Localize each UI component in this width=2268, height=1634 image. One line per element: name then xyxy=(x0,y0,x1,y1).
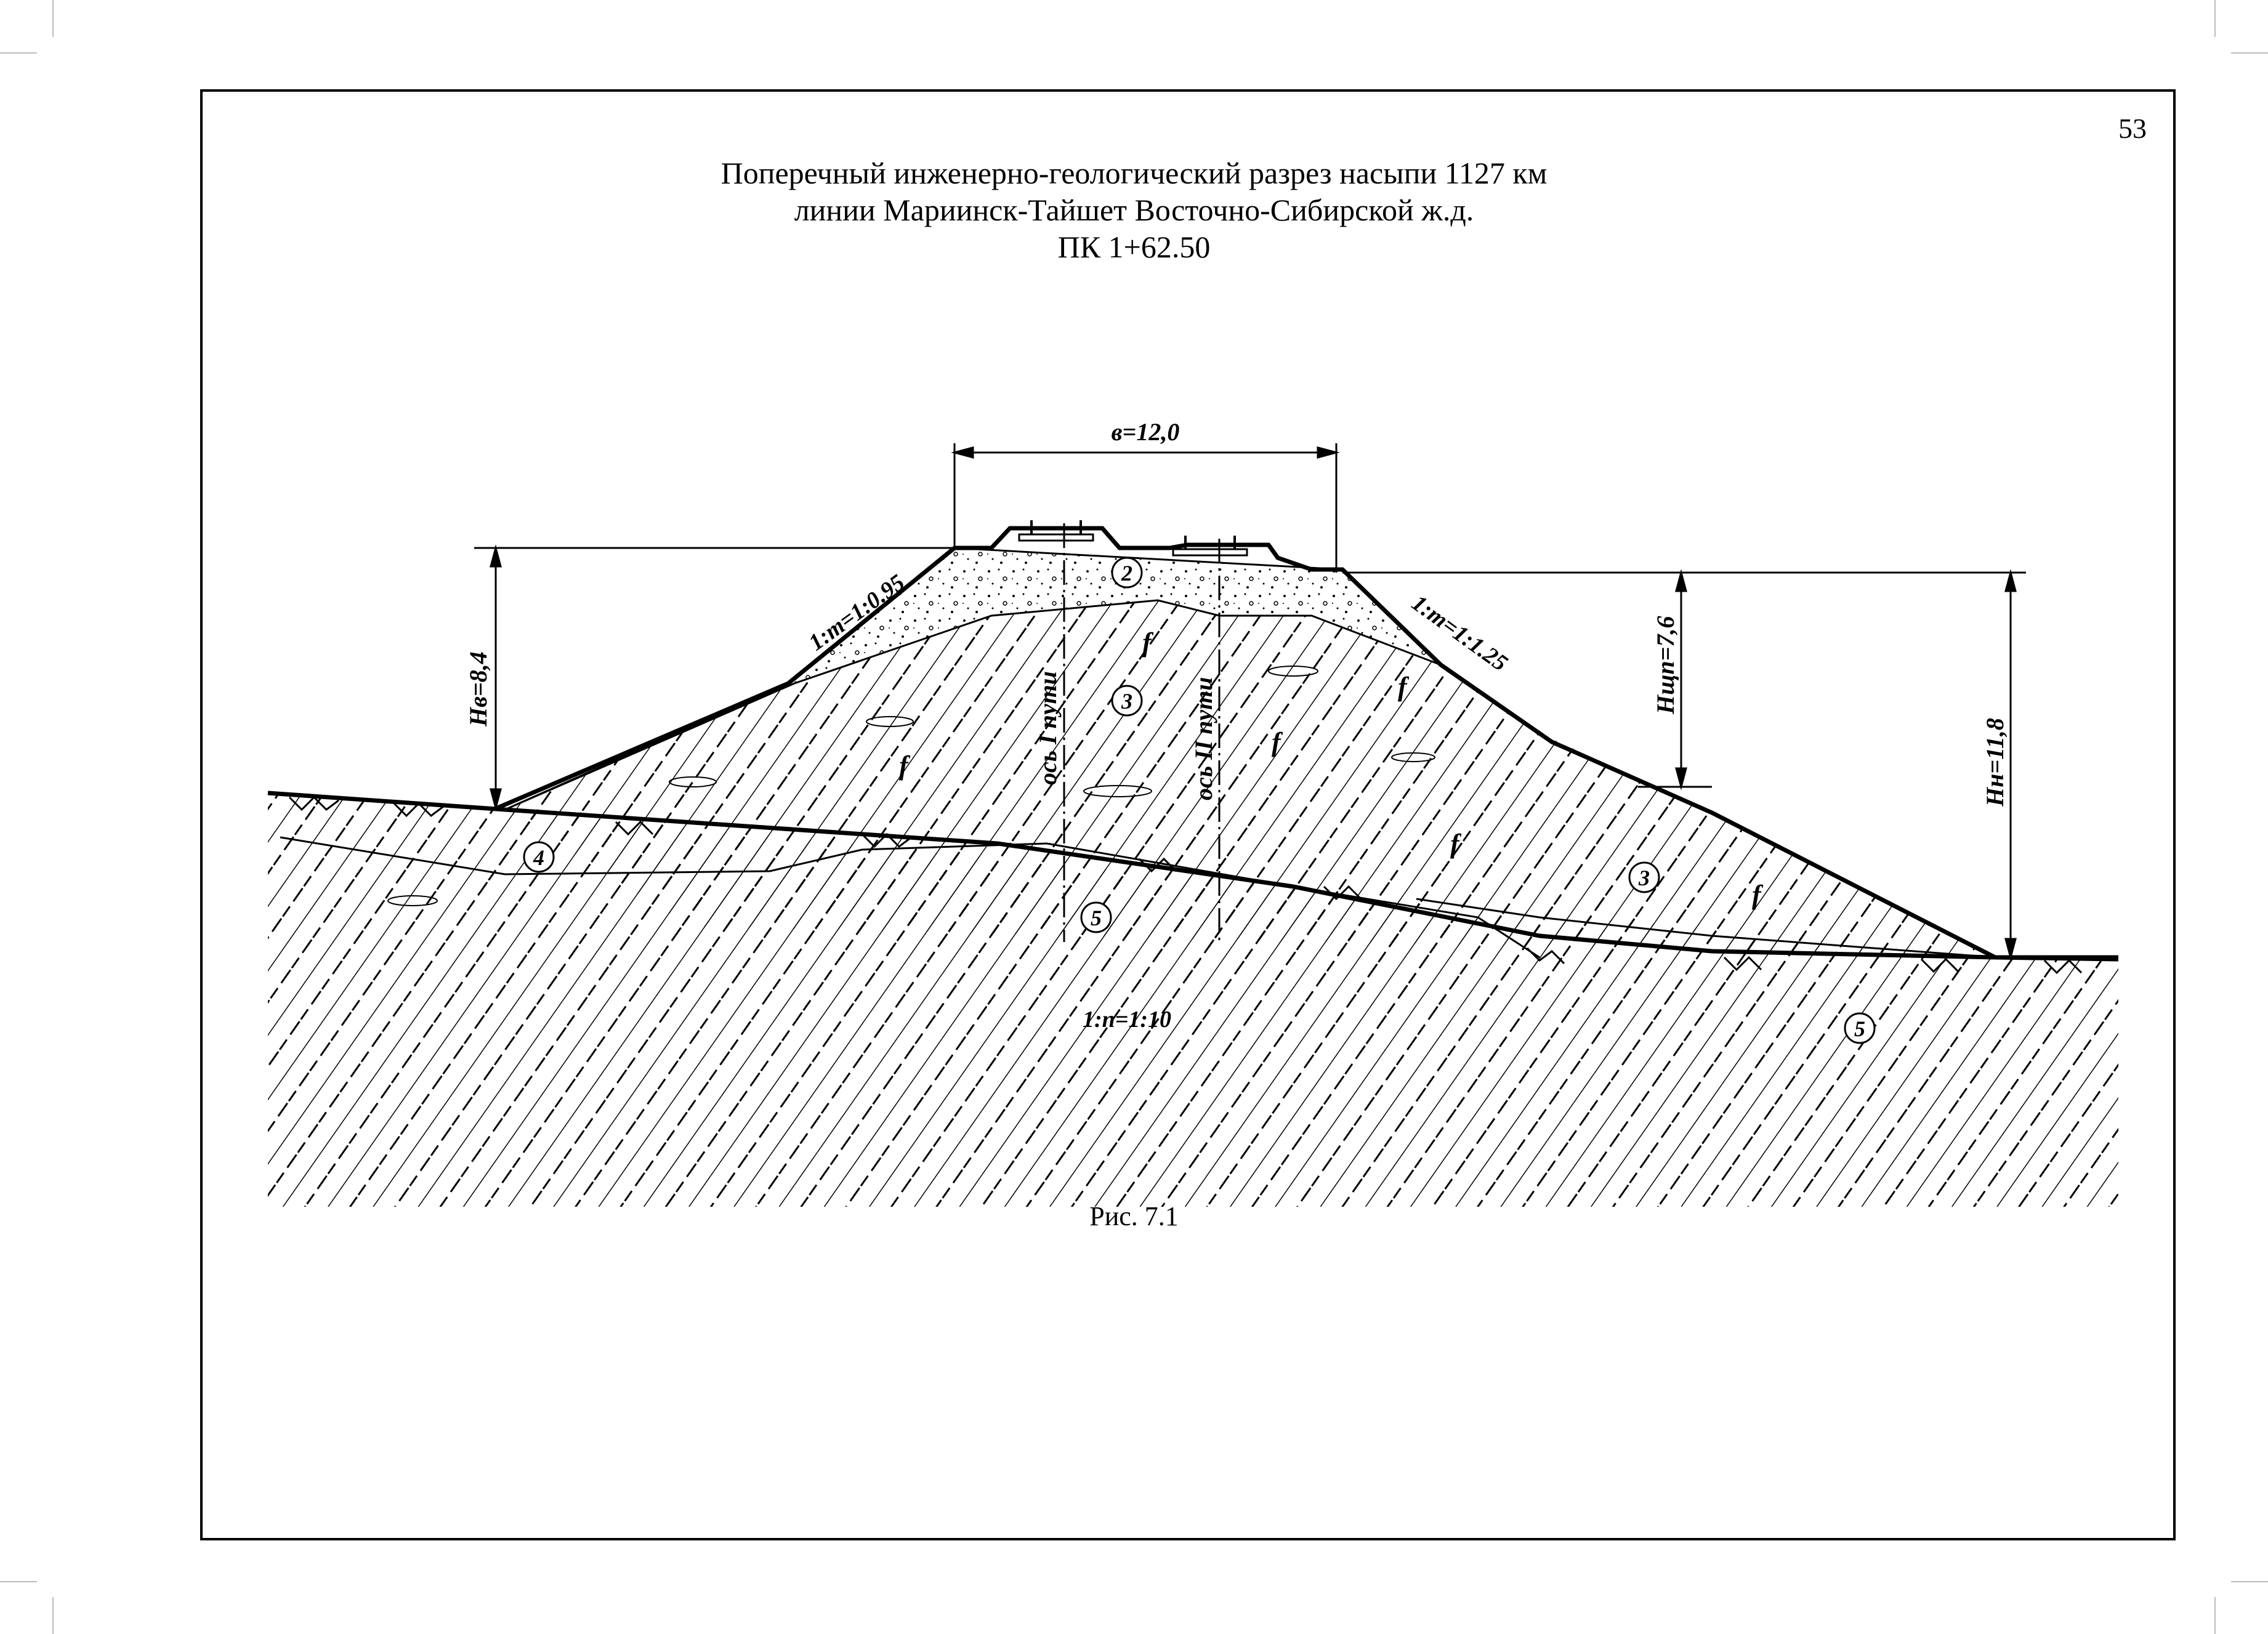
layer-5-label: 5 xyxy=(1854,1016,1865,1041)
frozen-marks: f f f f f f xyxy=(899,627,1764,910)
svg-text:f: f xyxy=(1272,727,1283,757)
layer-4-boundary xyxy=(280,836,1540,959)
track-axis-1-label: ось I пути xyxy=(1034,671,1062,785)
crop-mark xyxy=(2231,1581,2268,1582)
width-dimension xyxy=(951,443,1340,573)
svg-text:f: f xyxy=(1450,829,1462,859)
crop-mark xyxy=(52,1597,54,1634)
height-right-dimension xyxy=(2004,569,2017,961)
svg-text:f: f xyxy=(1752,880,1764,910)
sleeper-track-2 xyxy=(1172,548,1248,557)
embankment-outline xyxy=(496,526,1996,960)
layer-3-lower-boundary xyxy=(1416,898,1996,959)
svg-text:f: f xyxy=(1142,627,1154,658)
layer-markers xyxy=(523,557,1876,1044)
track-axis-2-label: ось II пути xyxy=(1190,677,1217,800)
crop-mark xyxy=(0,52,37,54)
width-label: в=12,0 xyxy=(1112,418,1180,446)
svg-text:f: f xyxy=(899,751,911,781)
height-right-label: Hн=11,8 xyxy=(1981,718,2009,807)
ice-lens-marks xyxy=(387,666,1435,906)
height-mid-dimension xyxy=(1342,569,2026,791)
height-left-label: Hв=8,4 xyxy=(464,651,492,727)
layer-3-label: 3 xyxy=(1638,866,1650,890)
turf-marks xyxy=(288,795,2083,975)
ground-slope-label: 1:n=1:10 xyxy=(1083,1007,1171,1032)
title-line-2: линии Мариинск-Тайшет Восточно-Сибирской… xyxy=(794,193,1474,227)
sleeper-track-1 xyxy=(1018,533,1094,542)
title-line-1: Поперечный инженерно-геологический разре… xyxy=(720,156,1548,190)
title-line-3: ПК 1+62.50 xyxy=(1057,230,1211,264)
layer-3-label: 3 xyxy=(1121,689,1132,714)
crop-mark xyxy=(2214,0,2216,37)
ground-surface xyxy=(267,791,2119,962)
crop-mark xyxy=(0,1581,37,1582)
crop-mark xyxy=(2214,1597,2216,1634)
height-mid-label: Hщп=7,6 xyxy=(1652,616,1679,715)
figure-caption: Рис. 7.1 xyxy=(1089,1201,1179,1231)
crop-mark xyxy=(52,0,54,37)
crop-mark xyxy=(2231,52,2268,54)
layer-5-label: 5 xyxy=(1091,906,1102,930)
page-frame xyxy=(200,89,2176,1540)
svg-text:f: f xyxy=(1398,672,1410,702)
layer-2-label: 2 xyxy=(1121,561,1132,586)
page-number: 53 xyxy=(2118,113,2147,144)
rails xyxy=(1030,520,1236,549)
height-left-dimension xyxy=(474,544,954,811)
layer-4-label: 4 xyxy=(533,845,544,870)
